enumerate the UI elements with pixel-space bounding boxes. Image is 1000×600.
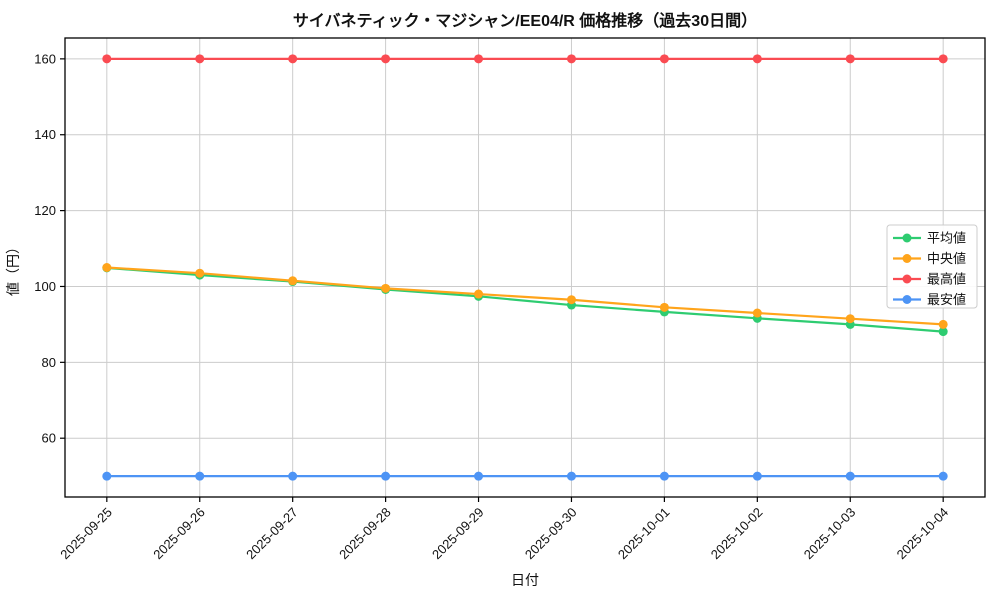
- legend-marker-max: [902, 274, 912, 284]
- series-line-median: [105, 266, 945, 326]
- x-tick-label: 2025-10-03: [801, 505, 859, 563]
- series-marker-mean: [938, 327, 948, 337]
- x-axis-label: 日付: [511, 572, 539, 588]
- series-marker-max: [938, 54, 948, 64]
- series-marker-median: [474, 289, 484, 299]
- series-marker-max: [474, 54, 484, 64]
- series-marker-min: [474, 471, 484, 481]
- series-marker-max: [381, 54, 391, 64]
- legend-box: [886, 224, 978, 309]
- x-tick-label: 2025-09-30: [522, 505, 580, 563]
- y-tick-label: 140: [34, 127, 56, 142]
- series-marker-max: [102, 54, 112, 64]
- legend-marker-min: [902, 295, 912, 304]
- x-tick-label: 2025-09-28: [336, 505, 394, 563]
- series-marker-max: [659, 54, 669, 64]
- y-tick-label: 160: [34, 51, 56, 66]
- y-axis-label: 値（円）: [5, 240, 21, 296]
- series-marker-min: [102, 471, 112, 481]
- series-marker-min: [381, 471, 391, 481]
- y-tick-label: 120: [34, 203, 56, 218]
- x-tick-label: 2025-10-01: [615, 505, 673, 563]
- series-marker-median: [659, 302, 669, 312]
- series-marker-median: [195, 268, 205, 278]
- series-marker-median: [845, 314, 855, 324]
- series-marker-median: [288, 276, 298, 286]
- series-marker-max: [288, 54, 298, 64]
- x-tick-label: 2025-09-25: [57, 505, 115, 563]
- chart-series: [102, 54, 948, 481]
- series-line-mean: [105, 266, 945, 333]
- x-tick-label: 2025-10-04: [894, 505, 952, 563]
- y-tick-label: 100: [34, 279, 56, 294]
- series-marker-median: [381, 283, 391, 293]
- series-marker-min: [845, 471, 855, 481]
- series-marker-min: [566, 471, 576, 481]
- series-marker-min: [288, 471, 298, 481]
- gridlines: [65, 38, 985, 497]
- y-tick-label: 80: [42, 355, 56, 370]
- series-marker-median: [566, 295, 576, 305]
- axis-ticks: 60 80 100 120 140 160 2025-09-25 2025-09-26 2025…: [34, 51, 951, 562]
- series-marker-median: [752, 308, 762, 318]
- series-marker-median: [102, 263, 112, 272]
- x-tick-label: 2025-09-26: [150, 505, 208, 563]
- x-tick-label: 2025-10-02: [708, 505, 766, 563]
- series-marker-max: [845, 54, 855, 64]
- y-tick-label: 60: [42, 431, 56, 446]
- x-tick-label: 2025-09-27: [243, 505, 301, 563]
- series-marker-min: [938, 471, 948, 481]
- plot-border: [64, 37, 986, 498]
- x-tick-label: 2025-09-29: [429, 505, 487, 563]
- legend-label-max: 最高値: [927, 272, 966, 287]
- series-marker-max: [566, 54, 576, 64]
- chart-title: サイバネティック・マジシャン/EE04/R 価格推移（過去30日間）: [293, 11, 757, 30]
- series-marker-min: [195, 471, 205, 481]
- legend-label-mean: 平均値: [927, 231, 966, 246]
- series-marker-median: [938, 319, 948, 329]
- series-marker-max: [752, 54, 762, 64]
- legend-marker-median: [902, 254, 912, 263]
- series-marker-max: [195, 54, 205, 64]
- series-marker-min: [659, 471, 669, 481]
- series-marker-min: [752, 471, 762, 481]
- legend-marker-mean: [902, 233, 912, 243]
- legend-label-min: 最安値: [927, 292, 966, 307]
- legend-label-median: 中央値: [927, 251, 966, 266]
